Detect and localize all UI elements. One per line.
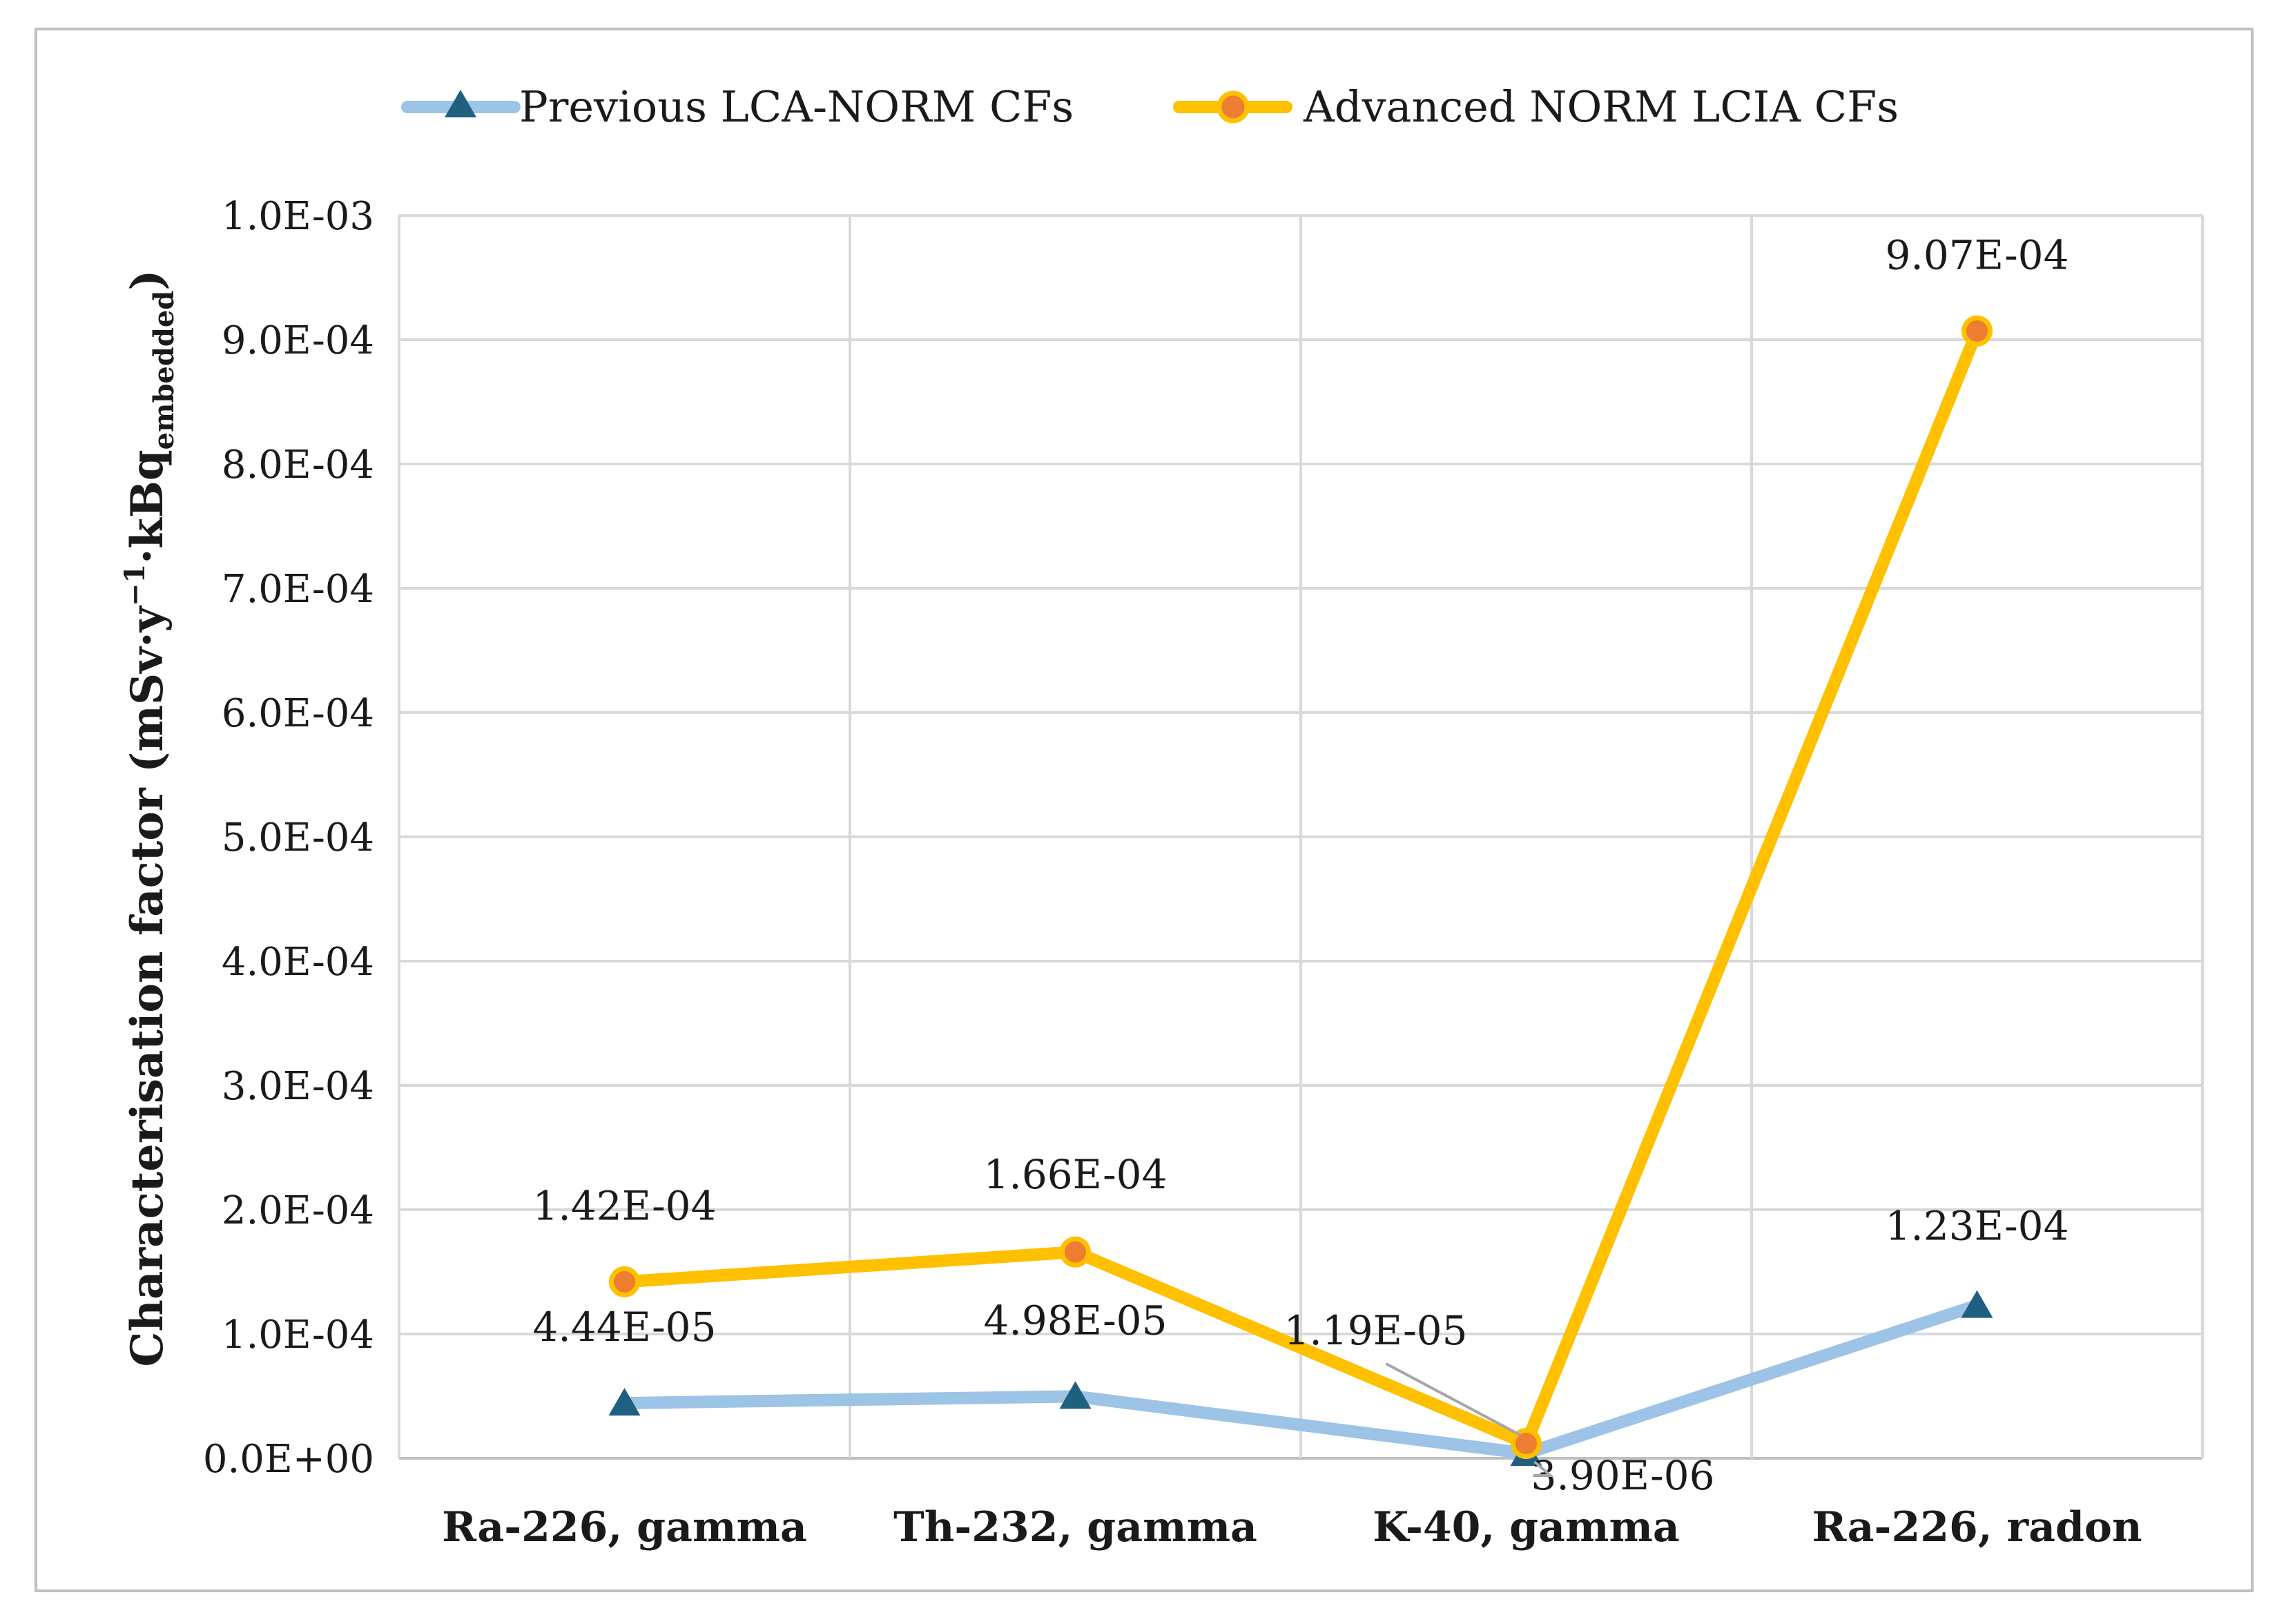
series-line-1 bbox=[618, 325, 1984, 1450]
data-label: 1.19E-05 bbox=[1284, 1307, 1468, 1354]
data-point-marker bbox=[1961, 1290, 1993, 1318]
x-category-label: Th-232, gamma bbox=[893, 1503, 1257, 1552]
data-point-marker bbox=[1060, 1236, 1091, 1268]
y-tick-label: 1.0E-04 bbox=[222, 1313, 374, 1357]
data-label: 1.23E-04 bbox=[1886, 1203, 2069, 1250]
y-tick-label: 7.0E-04 bbox=[222, 567, 374, 612]
gridlines bbox=[398, 214, 2204, 1460]
legend-label-advanced: Advanced NORM LCIA CFs bbox=[1303, 81, 1899, 132]
data-label: 4.44E-05 bbox=[533, 1304, 717, 1351]
x-category-label: Ra-226, radon bbox=[1812, 1503, 2142, 1552]
legend-marker-previous bbox=[445, 90, 476, 117]
data-point-marker bbox=[608, 1388, 641, 1416]
data-point-marker bbox=[1511, 1428, 1542, 1460]
data-label: 9.07E-04 bbox=[1886, 231, 2069, 278]
legend-item-advanced: Advanced NORM LCIA CFs bbox=[1173, 81, 1899, 132]
y-tick-label: 3.0E-04 bbox=[222, 1064, 374, 1109]
series-group bbox=[608, 315, 1993, 1466]
y-tick-labels: 0.0E+00 1.0E-04 2.0E-04 3.0E-04 4.0E-04 5.0E-… bbox=[203, 194, 374, 1482]
y-tick-label: 8.0E-04 bbox=[222, 443, 374, 487]
legend-label-previous: Previous LCA-NORM CFs bbox=[519, 81, 1074, 132]
legend-marker-advanced bbox=[1217, 90, 1250, 124]
x-category-labels: Ra-226, gamma Th-232, gamma K-40, gamma Ra-… bbox=[442, 1503, 2142, 1552]
y-axis-label: Characterisation factor (mSv·y−1·kBqembe… bbox=[119, 269, 180, 1366]
legend-item-previous: Previous LCA-NORM CFs bbox=[401, 81, 1074, 132]
y-tick-label: 9.0E-04 bbox=[222, 318, 374, 363]
data-point-marker bbox=[1961, 315, 1993, 347]
y-tick-label: 5.0E-04 bbox=[222, 815, 374, 860]
data-label: 1.66E-04 bbox=[984, 1151, 1168, 1198]
data-label: 3.90E-06 bbox=[1531, 1452, 1715, 1499]
data-label: 4.98E-05 bbox=[984, 1297, 1168, 1344]
label-leader-line bbox=[1385, 1362, 1522, 1437]
data-labels: 4.44E-05 4.98E-05 3.90E-06 1.23E-04 1.42E-04… bbox=[533, 231, 2069, 1499]
y-tick-label: 4.0E-04 bbox=[222, 940, 374, 985]
legend: Previous LCA-NORM CFs Advanced NORM LCIA… bbox=[401, 81, 1899, 132]
y-tick-label: 1.0E-03 bbox=[222, 194, 374, 239]
y-tick-label: 2.0E-04 bbox=[222, 1188, 374, 1233]
x-category-label: K-40, gamma bbox=[1373, 1503, 1680, 1552]
data-point-marker bbox=[609, 1266, 640, 1297]
data-point-marker bbox=[1059, 1381, 1092, 1409]
label-leader-line bbox=[1533, 1460, 1554, 1477]
y-tick-label: 6.0E-04 bbox=[222, 691, 374, 736]
series-line-0 bbox=[618, 1299, 1984, 1460]
y-tick-label: 0.0E+00 bbox=[203, 1437, 374, 1482]
x-category-label: Ra-226, gamma bbox=[442, 1503, 807, 1552]
data-label: 1.42E-04 bbox=[533, 1182, 717, 1229]
